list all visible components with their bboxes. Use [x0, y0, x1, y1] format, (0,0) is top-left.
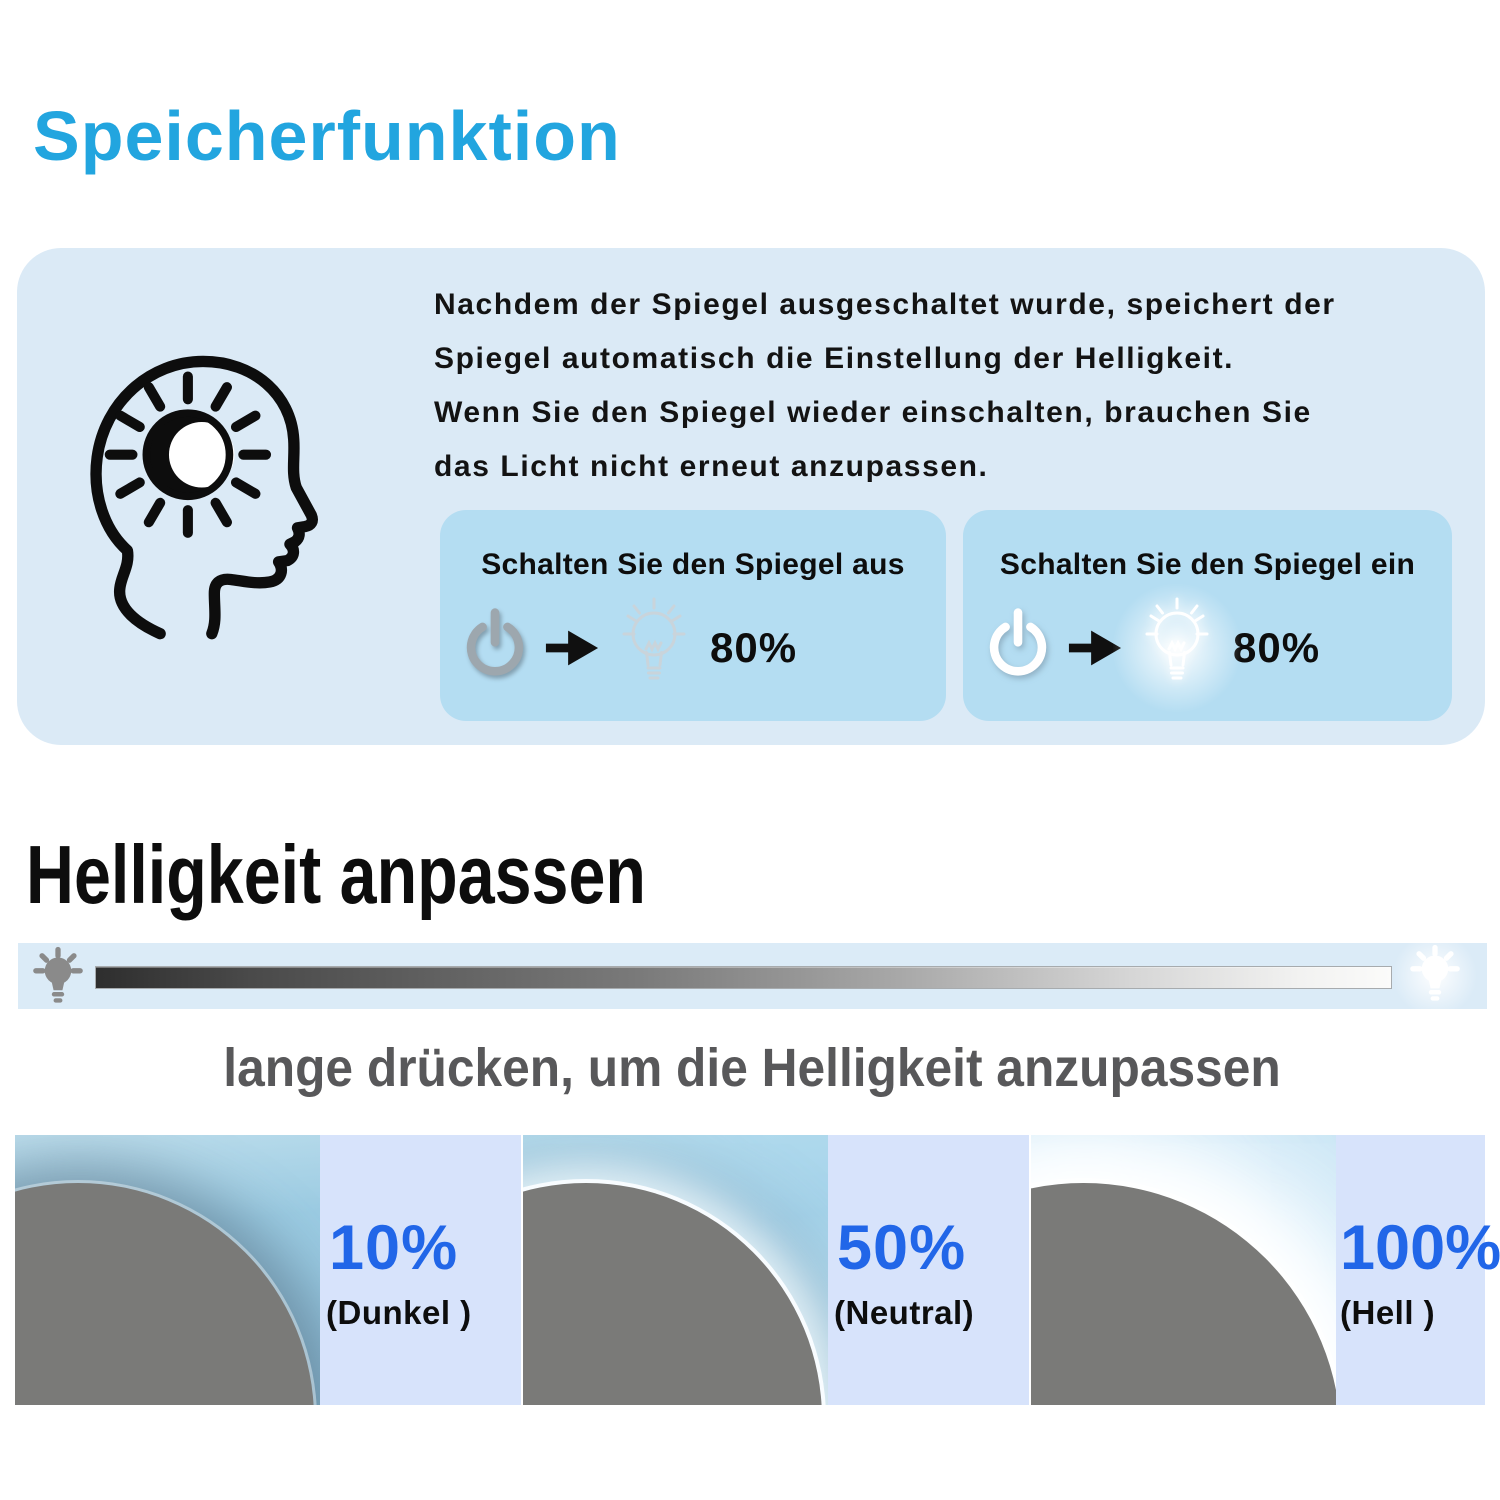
- brightness-heading: Helligkeit anpassen: [26, 828, 646, 921]
- mirror-dim: [15, 1183, 314, 1405]
- power-icon: [989, 608, 1047, 676]
- arrow-right-icon: [545, 630, 599, 666]
- arrow-right-icon: [1068, 630, 1122, 666]
- head-brightness-icon: [90, 355, 318, 640]
- level-label-100: 100% (Hell ): [1336, 1135, 1500, 1405]
- percent-value: 50%: [837, 1213, 967, 1283]
- mirror-neutral: [523, 1183, 822, 1405]
- mirror-photo-100: [1031, 1135, 1336, 1405]
- page-title: Speicherfunktion: [33, 97, 621, 175]
- sun-rays: [104, 371, 272, 538]
- mirror-photo-10: [15, 1135, 320, 1405]
- bulb-halo: [1113, 577, 1241, 719]
- mirror-on-icon-row: 80%: [979, 577, 1444, 719]
- percent-caption: (Hell ): [1340, 1294, 1436, 1331]
- mirror-off-icon-row: 80%: [456, 596, 938, 700]
- mirror-off-heading: Schalten Sie den Spiegel aus: [481, 548, 905, 581]
- bulb-halo: [604, 591, 704, 705]
- description-line: Wenn Sie den Spiegel wieder einschalten,…: [434, 396, 1312, 429]
- brightness-slider[interactable]: [18, 932, 1487, 1018]
- memory-description: Nachdem der Spiegel ausgeschaltet wurde,…: [434, 278, 1474, 494]
- bulb-dim-icon: [28, 946, 88, 1008]
- memory-function-card: Nachdem der Spiegel ausgeschaltet wurde,…: [17, 248, 1485, 745]
- percent-value: 100%: [1340, 1213, 1500, 1283]
- saved-brightness-value: 80%: [710, 624, 798, 671]
- power-icon: [466, 608, 524, 676]
- mirror-off-panel: Schalten Sie den Spiegel aus: [440, 510, 946, 721]
- level-label-50: 50% (Neutral): [828, 1135, 1029, 1405]
- light-bulb-icon: [622, 597, 686, 680]
- mirror-photo-50: [523, 1135, 828, 1405]
- press-hint: lange drücken, um die Helligkeit anzupas…: [223, 1038, 1281, 1098]
- light-bulb-icon: [1145, 597, 1209, 680]
- level-label-10: 10% (Dunkel ): [320, 1135, 521, 1405]
- percent-caption: (Dunkel ): [326, 1294, 472, 1331]
- percent-value: 10%: [329, 1213, 459, 1283]
- mirror-bright: [1031, 1183, 1336, 1405]
- description-line: das Licht nicht erneut anzupassen.: [434, 450, 989, 483]
- description-line: Spiegel automatisch die Einstellung der …: [434, 342, 1235, 375]
- brightness-gradient-bar[interactable]: [95, 966, 1392, 989]
- percent-caption: (Neutral): [834, 1294, 975, 1331]
- bulb-bright-icon: [1393, 932, 1477, 1018]
- mirror-on-heading: Schalten Sie den Spiegel ein: [999, 548, 1416, 581]
- saved-brightness-value: 80%: [1233, 624, 1321, 671]
- description-line: Nachdem der Spiegel ausgeschaltet wurde,…: [434, 288, 1336, 321]
- mirror-on-panel: Schalten Sie den Spiegel ein: [963, 510, 1452, 721]
